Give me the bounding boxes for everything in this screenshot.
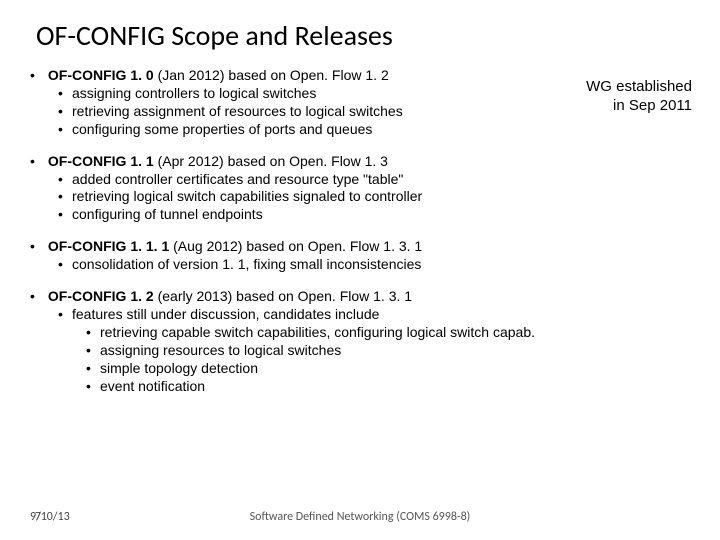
release-4: OF-CONFIG 1. 2 (early 2013) based on Ope… [30, 288, 690, 395]
item-text: features still under discussion, candida… [72, 306, 379, 322]
item-text: consolidation of version 1. 1, fixing sm… [72, 256, 421, 272]
release-4-subitems: retrieving capable switch capabilities, … [58, 324, 690, 396]
release-3-name: OF-CONFIG 1. 1. 1 [48, 238, 169, 254]
release-2: OF-CONFIG 1. 1 (Apr 2012) based on Open.… [30, 153, 690, 225]
release-2-date: (Apr 2012) [158, 153, 224, 169]
wg-line2: in Sep 2011 [613, 97, 692, 114]
item-text: retrieving logical switch capabilities s… [72, 188, 422, 204]
list-item: added controller certificates and resour… [58, 171, 690, 189]
list-item: consolidation of version 1. 1, fixing sm… [58, 256, 690, 274]
item-text: simple topology detection [100, 360, 258, 376]
item-text: assigning controllers to logical switche… [72, 85, 316, 101]
slide-title: OF-CONFIG Scope and Releases [36, 18, 690, 53]
list-item: retrieving capable switch capabilities, … [86, 324, 690, 342]
release-2-items: added controller certificates and resour… [30, 171, 690, 225]
item-text: configuring some properties of ports and… [72, 121, 372, 137]
item-text: retrieving assignment of resources to lo… [72, 103, 403, 119]
release-4-date: (early 2013) [158, 288, 233, 304]
release-3-base: based on Open. Flow 1. 3. 1 [246, 238, 422, 254]
release-2-base: based on Open. Flow 1. 3 [228, 153, 388, 169]
list-item: configuring of tunnel endpoints [58, 206, 690, 224]
list-item: features still under discussion, candida… [58, 306, 690, 396]
list-item: assigning resources to logical switches [86, 342, 690, 360]
footer-course: Software Defined Networking (COMS 6998-8… [0, 510, 720, 524]
list-item: event notification [86, 378, 690, 396]
item-text: added controller certificates and resour… [72, 171, 403, 187]
item-text: event notification [100, 378, 205, 394]
release-1-base: based on Open. Flow 1. 2 [228, 67, 388, 83]
wg-established-note: WG established in Sep 2011 [586, 78, 692, 116]
release-4-items: features still under discussion, candida… [30, 306, 690, 396]
item-text: assigning resources to logical switches [100, 342, 341, 358]
release-4-base: based on Open. Flow 1. 3. 1 [236, 288, 412, 304]
release-3: OF-CONFIG 1. 1. 1 (Aug 2012) based on Op… [30, 238, 690, 274]
wg-line1: WG established [586, 78, 692, 95]
release-3-items: consolidation of version 1. 1, fixing sm… [30, 256, 690, 274]
release-3-date: (Aug 2012) [173, 238, 242, 254]
list-item: simple topology detection [86, 360, 690, 378]
release-1-name: OF-CONFIG 1. 0 [48, 67, 154, 83]
list-item: configuring some properties of ports and… [58, 121, 690, 139]
list-item: retrieving logical switch capabilities s… [58, 188, 690, 206]
item-text: configuring of tunnel endpoints [72, 206, 263, 222]
item-text: retrieving capable switch capabilities, … [100, 324, 535, 340]
release-1-date: (Jan 2012) [158, 67, 225, 83]
release-4-name: OF-CONFIG 1. 2 [48, 288, 154, 304]
slide: OF-CONFIG Scope and Releases WG establis… [0, 0, 720, 540]
release-list: OF-CONFIG 1. 0 (Jan 2012) based on Open.… [30, 67, 690, 396]
content-body: OF-CONFIG 1. 0 (Jan 2012) based on Open.… [30, 67, 690, 396]
release-2-name: OF-CONFIG 1. 1 [48, 153, 154, 169]
